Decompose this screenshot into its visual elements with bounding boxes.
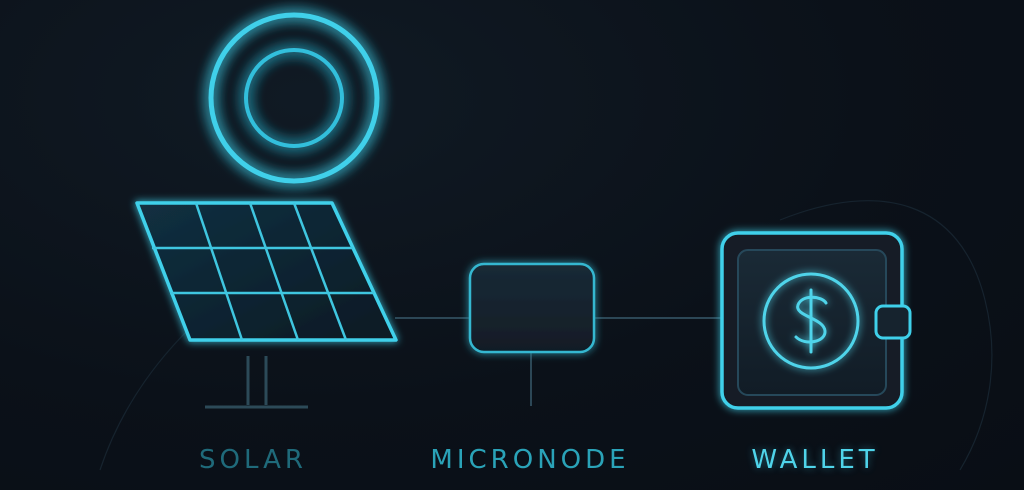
solar-panel-body	[135, 201, 398, 342]
dollar-coin-icon	[762, 272, 860, 370]
connector-lines	[395, 317, 722, 406]
solar-panel-icon	[135, 201, 398, 409]
micronode-box	[468, 262, 596, 354]
solar-panel-grid	[152, 202, 374, 341]
wallet-clasp	[874, 304, 912, 340]
solar-panel-stand	[205, 356, 308, 409]
solar-label: SOLAR	[199, 445, 307, 475]
device-box-icon	[468, 262, 596, 354]
micronode-label: MICRONODE	[430, 445, 630, 475]
wallet-label: WALLET	[751, 445, 879, 475]
sun-icon	[208, 12, 380, 184]
wallet-icon	[720, 231, 912, 410]
